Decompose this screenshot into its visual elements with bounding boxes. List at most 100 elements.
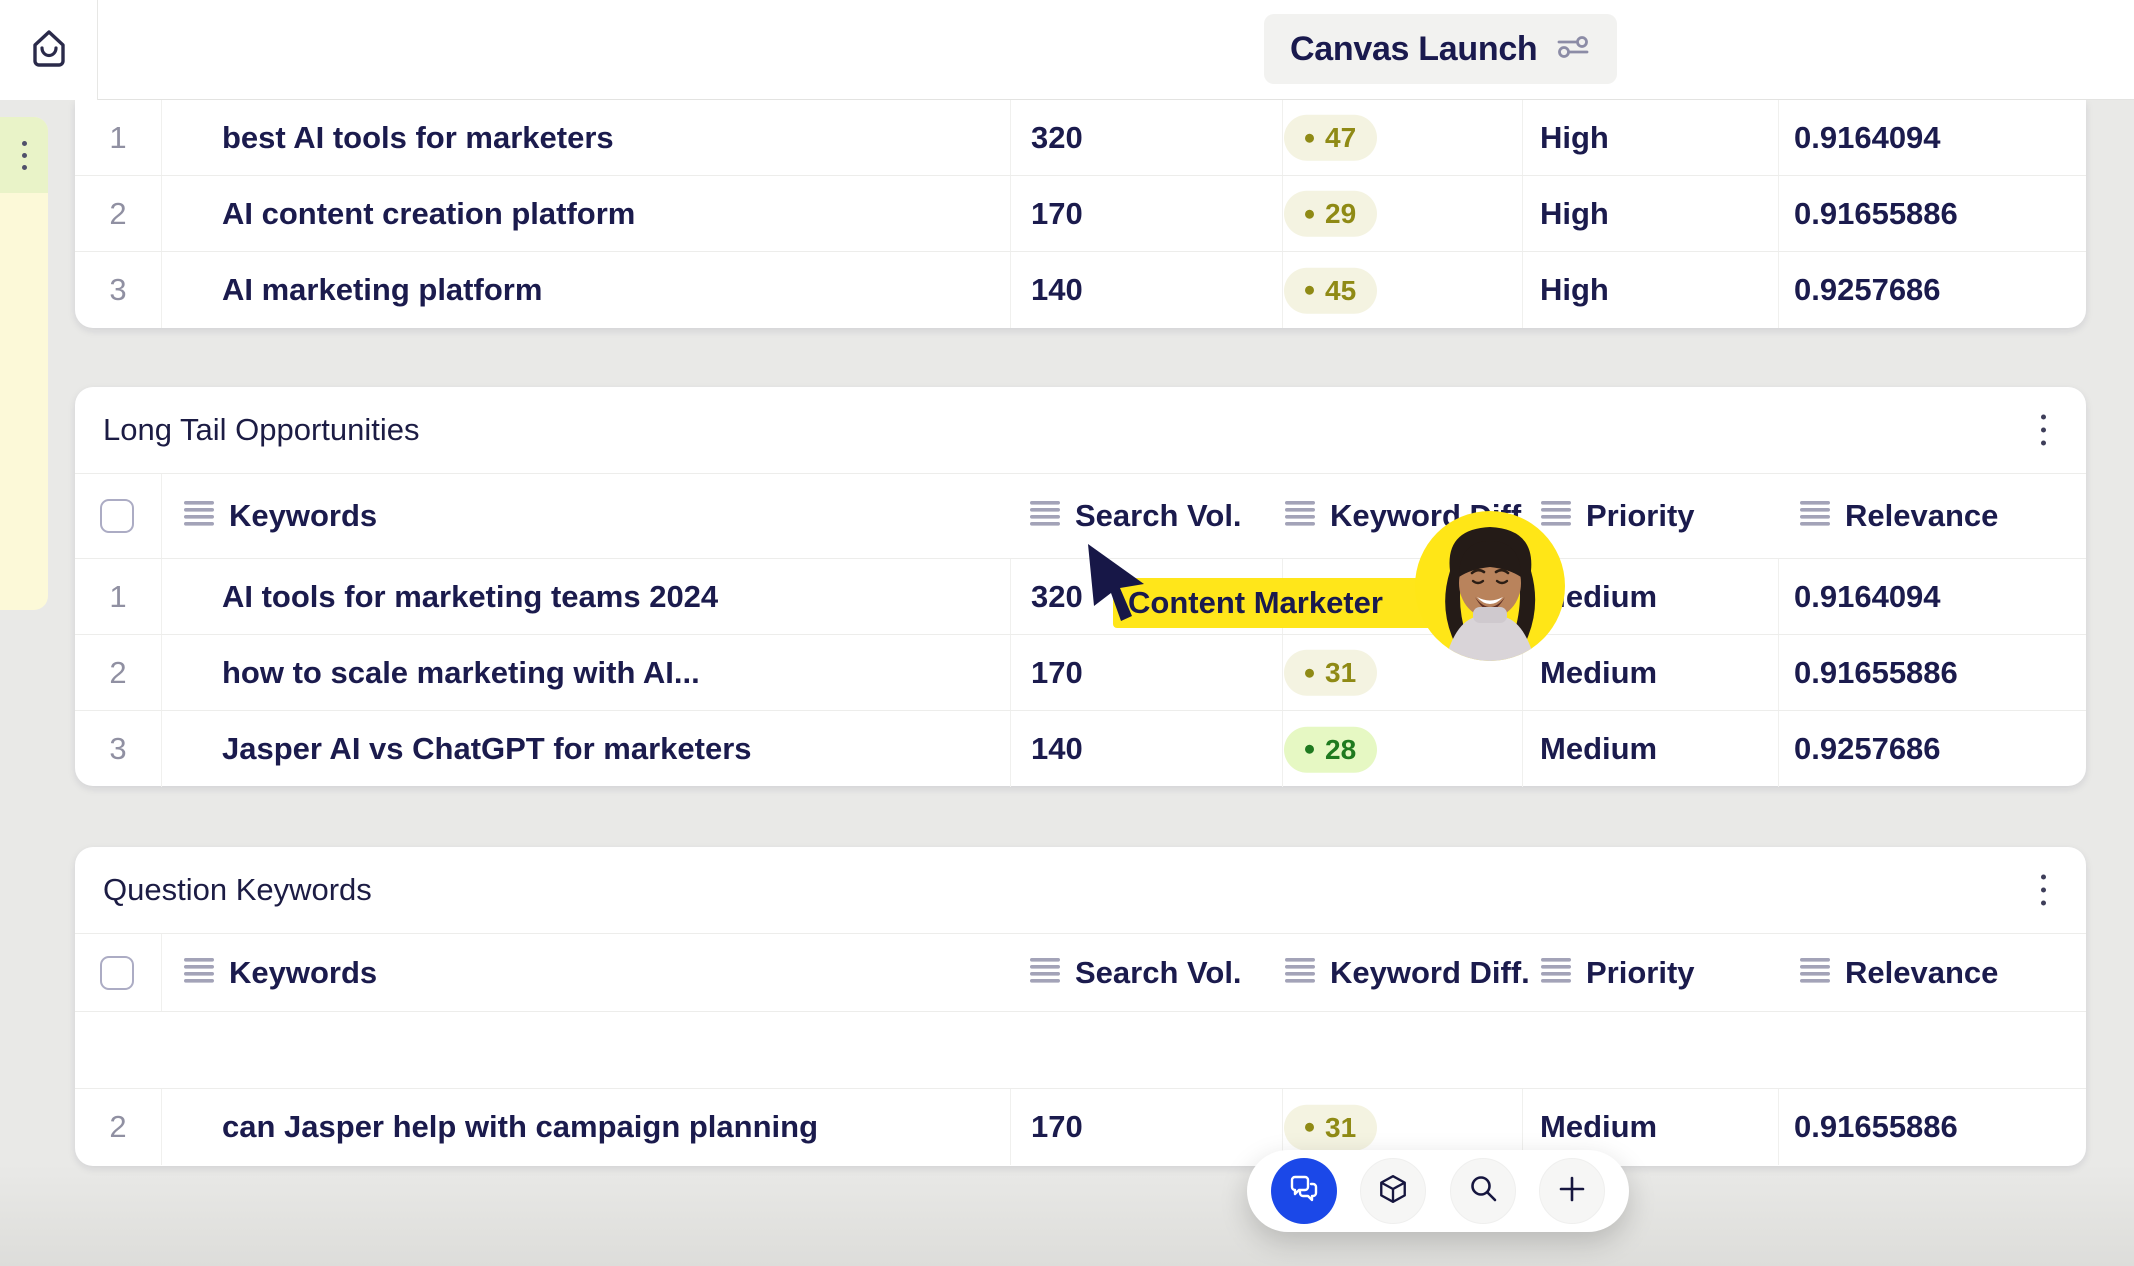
row-number: 2 [109, 195, 127, 231]
badge-dot-icon [1305, 209, 1314, 219]
column-divider [1522, 635, 1523, 710]
top-bar: Canvas Launch [0, 0, 2134, 100]
column-divider [1522, 100, 1523, 175]
column-divider [1778, 176, 1779, 251]
search-volume-cell: 140 [1031, 731, 1083, 766]
note-menu-icon[interactable] [21, 140, 27, 170]
assets-button[interactable] [1360, 1158, 1427, 1224]
keyword-cell: AI tools for marketing teams 2024 [222, 578, 719, 614]
table-row[interactable]: 2 how to scale marketing with AI... 170 31 M… [75, 635, 2086, 711]
row-number: 2 [109, 1109, 127, 1144]
plus-icon [1556, 1173, 1588, 1210]
collaborator-cursor-icon [1087, 543, 1147, 628]
column-divider [1282, 100, 1283, 175]
keyword-cell: can Jasper help with campaign planning [222, 1109, 819, 1144]
column-header-priority[interactable]: Priority [1541, 474, 1695, 558]
priority-cell: Medium [1540, 654, 1658, 690]
long-tail-opportunities-card: Long Tail Opportunities Keywords Search … [75, 387, 2086, 787]
page-title: Canvas Launch [1290, 29, 1538, 68]
search-volume-cell: 170 [1031, 195, 1083, 231]
section-title: Long Tail Opportunities [103, 412, 420, 447]
table-row[interactable]: 1 AI tools for marketing teams 2024 320 Med… [75, 559, 2086, 635]
column-divider [1778, 252, 1779, 328]
sidebar-sticky-note[interactable] [0, 117, 48, 610]
column-divider [1282, 1089, 1283, 1165]
table-row[interactable]: 3 AI marketing platform 140 45 High 0.9257686 [75, 252, 2086, 328]
column-divider [161, 252, 162, 328]
column-divider [1522, 711, 1523, 787]
row-number: 3 [109, 731, 127, 766]
column-header-keywords[interactable]: Keywords [184, 474, 377, 558]
table-row[interactable]: 2 AI content creation platform 170 29 High 0.… [75, 176, 2086, 252]
column-header-relevance[interactable]: Relevance [1800, 934, 1998, 1011]
rows-icon [1030, 957, 1060, 988]
sliders-icon[interactable] [1555, 29, 1591, 70]
keyword-difficulty-cell: 29 [1284, 190, 1378, 237]
column-divider [1522, 252, 1523, 328]
column-header-priority[interactable]: Priority [1541, 934, 1695, 1011]
cube-icon [1377, 1173, 1409, 1210]
floating-toolbar [1247, 1150, 1629, 1232]
table-row[interactable]: 3 Jasper AI vs ChatGPT for marketers 140 28… [75, 711, 2086, 787]
collaborator-name-tag: Content Marketer [1113, 578, 1445, 628]
relevance-cell: 0.91655886 [1794, 195, 1958, 231]
column-header-relevance[interactable]: Relevance [1800, 474, 1998, 558]
column-divider [1778, 711, 1779, 787]
card-menu-icon[interactable] [2033, 867, 2054, 914]
collaborator-avatar [1415, 511, 1565, 661]
rows-icon [1541, 957, 1571, 988]
column-divider [1282, 635, 1283, 710]
select-all-checkbox[interactable] [100, 955, 134, 990]
keyword-difficulty-cell: 47 [1284, 114, 1378, 161]
keyword-cell: AI content creation platform [222, 195, 636, 231]
priority-cell: Medium [1540, 731, 1658, 766]
chat-button[interactable] [1270, 1158, 1337, 1224]
select-all-checkbox[interactable] [100, 499, 134, 533]
priority-cell: High [1540, 119, 1609, 155]
column-divider [1010, 176, 1011, 251]
column-divider [161, 711, 162, 787]
difficulty-badge: 47 [1284, 114, 1378, 161]
search-button[interactable] [1449, 1158, 1516, 1224]
rows-icon [1285, 501, 1315, 531]
column-divider [1010, 100, 1011, 175]
column-divider [1282, 176, 1283, 251]
sticky-note-header [0, 117, 48, 193]
difficulty-badge: 31 [1284, 649, 1378, 696]
keyword-difficulty-cell: 45 [1284, 267, 1378, 314]
priority-cell: High [1540, 272, 1609, 307]
table-row[interactable]: 1 best AI tools for marketers 320 47 High 0.9… [75, 100, 2086, 176]
column-header-keywords[interactable]: Keywords [184, 934, 377, 1011]
column-header-search-vol[interactable]: Search Vol. [1030, 934, 1242, 1011]
card-menu-icon[interactable] [2033, 407, 2054, 454]
priority-cell: Medium [1540, 1109, 1658, 1144]
relevance-cell: 0.9164094 [1794, 119, 1941, 155]
rows-icon [1800, 501, 1830, 531]
column-divider [1010, 559, 1011, 634]
row-number: 1 [109, 578, 127, 614]
column-divider [1778, 1089, 1779, 1165]
search-icon [1467, 1173, 1499, 1210]
badge-dot-icon [1305, 744, 1314, 754]
search-volume-cell: 140 [1031, 272, 1083, 307]
rows-icon [184, 501, 214, 531]
relevance-cell: 0.9164094 [1794, 578, 1941, 614]
column-divider [1010, 635, 1011, 710]
row-number: 1 [109, 119, 127, 155]
badge-dot-icon [1305, 668, 1314, 678]
difficulty-badge: 29 [1284, 190, 1378, 237]
search-volume-cell: 170 [1031, 654, 1083, 690]
column-header-search-vol[interactable]: Search Vol. [1030, 474, 1242, 558]
relevance-cell: 0.91655886 [1794, 654, 1958, 690]
table-row[interactable]: 2 can Jasper help with campaign planning 1… [75, 1089, 2086, 1165]
relevance-cell: 0.9257686 [1794, 731, 1941, 766]
canvas-title-chip[interactable]: Canvas Launch [1264, 14, 1618, 84]
column-divider [1010, 252, 1011, 328]
table-header: Keywords Search Vol. Keyword Diff. Prior… [75, 934, 2086, 1012]
column-header-keyword-diff[interactable]: Keyword Diff. [1285, 934, 1530, 1011]
keyword-cell: Jasper AI vs ChatGPT for marketers [222, 731, 752, 766]
column-divider [1282, 252, 1283, 328]
home-button[interactable] [0, 0, 98, 100]
relevance-cell: 0.9257686 [1794, 272, 1941, 307]
add-button[interactable] [1539, 1158, 1606, 1224]
